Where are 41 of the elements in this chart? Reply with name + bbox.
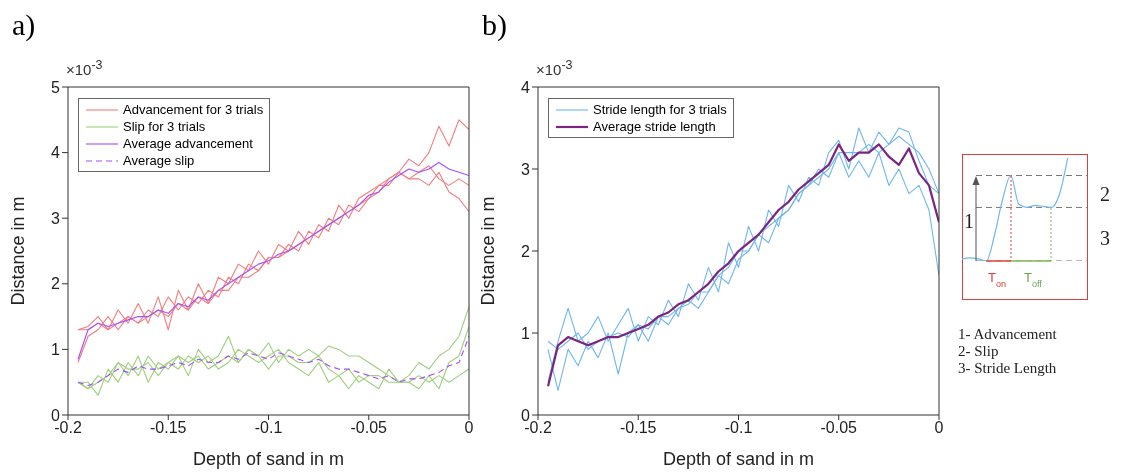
legend-label: Average stride length xyxy=(593,118,716,135)
x-axis-title: Depth of sand in m xyxy=(192,449,345,469)
y-tick-label: 2 xyxy=(51,275,61,293)
x-tick-label: -0.15 xyxy=(620,419,657,437)
y-tick-label: 4 xyxy=(51,144,61,162)
legend-label: Stride length for 3 trials xyxy=(593,101,727,118)
x-tick-label: -0.1 xyxy=(254,419,283,437)
y-tick-label: 4 xyxy=(521,78,531,96)
x-tick-label: 0 xyxy=(934,419,944,437)
x-tick-label: -0.15 xyxy=(150,419,187,437)
x-tick-label: -0.05 xyxy=(350,419,388,437)
text: T$_{off}$ xyxy=(1024,270,1043,289)
y-tick-label: 2 xyxy=(521,242,531,260)
y-axis-title: Distance in m xyxy=(478,196,499,306)
chart-title: b) xyxy=(482,8,507,42)
x-axis-title: Depth of sand in m xyxy=(662,449,815,469)
y-tick-label: 1 xyxy=(521,324,531,342)
text: ×10$^{-3}$ xyxy=(536,58,573,78)
x-tick-label: 0 xyxy=(464,419,474,437)
y-tick-label: 3 xyxy=(51,209,61,227)
text: 1- Advancement xyxy=(958,326,1057,342)
legend-label: Average advancement xyxy=(123,135,253,152)
text: 2- Slip xyxy=(958,343,999,359)
text: 2 xyxy=(1100,183,1110,205)
y-tick-label: 1 xyxy=(51,341,61,359)
text: 3- Stride Length xyxy=(958,360,1057,376)
x-tick-label: -0.1 xyxy=(724,419,753,437)
y-tick-label: 0 xyxy=(51,406,61,424)
legend-label: Advancement for 3 trials xyxy=(123,101,264,118)
x-tick-label: -0.05 xyxy=(820,419,858,437)
y-axis-title: Distance in m xyxy=(8,196,29,306)
text: ×10$^{-3}$ xyxy=(66,58,103,78)
y-tick-label: 3 xyxy=(521,160,531,178)
annotation: 1 xyxy=(964,210,974,232)
text: 3 xyxy=(1100,227,1110,249)
y-tick-label: 5 xyxy=(51,78,61,96)
y-tick-label: 0 xyxy=(521,406,531,424)
chart-title: a) xyxy=(12,8,36,42)
legend-label: Slip for 3 trials xyxy=(123,118,206,135)
text: T$_{on}$ xyxy=(988,270,1007,289)
legend-label: Average slip xyxy=(123,152,195,169)
